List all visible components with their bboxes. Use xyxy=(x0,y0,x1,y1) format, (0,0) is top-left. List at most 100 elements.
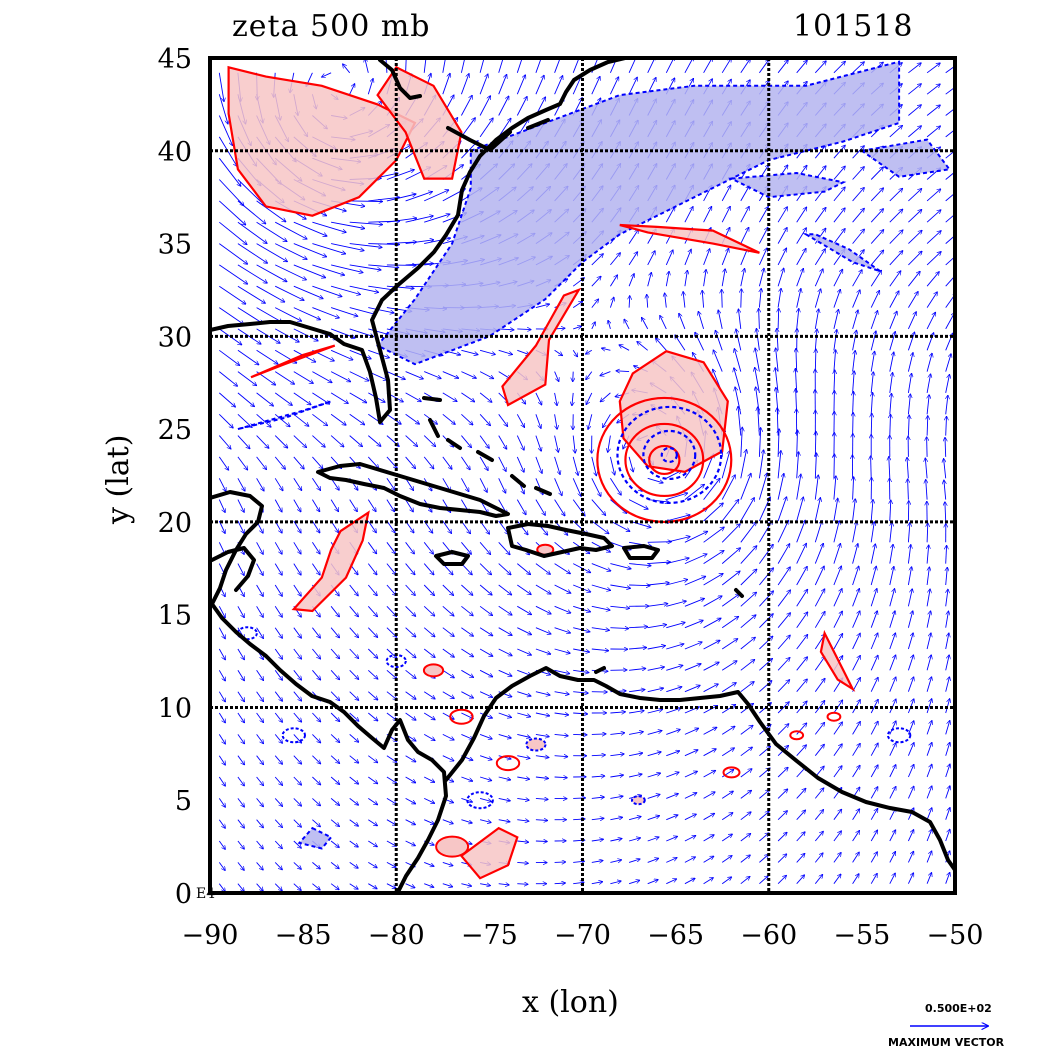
wind-vector xyxy=(368,435,381,447)
wind-vector xyxy=(814,208,826,223)
wind-vector xyxy=(926,374,931,393)
wind-vector xyxy=(853,371,855,393)
wind-vector xyxy=(274,862,282,869)
wind-vector xyxy=(423,456,434,469)
wind-vector xyxy=(293,542,301,554)
wind-vector xyxy=(852,722,861,735)
wind-vector xyxy=(647,667,665,671)
wind-vector xyxy=(535,798,548,799)
wind-vector xyxy=(386,242,417,244)
wind-vector xyxy=(796,474,801,500)
wind-vector xyxy=(442,413,455,424)
wind-vector xyxy=(535,58,543,73)
wind-vector xyxy=(517,349,529,354)
wind-vector xyxy=(833,809,842,820)
negative-vorticity-region xyxy=(376,60,901,366)
wind-vector xyxy=(386,776,397,783)
wind-vector xyxy=(741,427,743,457)
wind-vector xyxy=(684,270,688,287)
wind-vector xyxy=(870,209,883,223)
wind-vector xyxy=(890,414,891,436)
wind-vector xyxy=(666,493,687,501)
wind-vector xyxy=(274,840,282,849)
wind-vector xyxy=(405,192,433,202)
wind-vector xyxy=(554,883,566,884)
wind-vector xyxy=(759,568,773,586)
wind-vector xyxy=(349,862,359,868)
reference-vector-magnitude: 0.500E+02 xyxy=(925,1002,992,1015)
wind-vector xyxy=(517,648,531,655)
wind-vector xyxy=(498,627,512,636)
wind-vector xyxy=(479,349,495,354)
wind-vector xyxy=(796,268,804,287)
wind-vector xyxy=(573,670,589,672)
wind-vector xyxy=(386,285,414,288)
wind-vector xyxy=(945,502,946,522)
wind-vector xyxy=(368,691,378,700)
wind-vector xyxy=(368,755,377,763)
wind-vector xyxy=(852,589,860,607)
wind-vector xyxy=(349,349,372,359)
vortex-contour xyxy=(624,422,705,498)
wind-vector xyxy=(591,76,600,95)
wind-vector xyxy=(740,834,751,842)
wind-vector xyxy=(442,755,454,761)
wind-vector xyxy=(367,456,378,469)
wind-vector xyxy=(349,712,359,721)
wind-vector xyxy=(628,252,638,266)
wind-vector xyxy=(871,500,873,522)
wind-vector xyxy=(684,878,695,885)
wind-vector xyxy=(555,392,558,406)
wind-vector xyxy=(759,614,773,629)
wind-vector xyxy=(274,542,282,554)
wind-vector xyxy=(293,456,304,469)
wind-vector xyxy=(554,349,563,355)
wind-vector xyxy=(870,566,876,586)
wind-vector xyxy=(684,685,700,693)
wind-vector xyxy=(405,499,414,512)
wind-vector xyxy=(293,798,302,806)
wind-vector xyxy=(721,856,732,863)
wind-vector xyxy=(535,756,549,758)
wind-vector xyxy=(498,648,512,656)
wind-vector xyxy=(516,520,528,535)
wind-vector xyxy=(256,413,272,427)
wind-vector xyxy=(237,670,245,680)
wind-vector xyxy=(684,642,702,650)
wind-vector xyxy=(907,633,913,650)
wind-vector xyxy=(926,63,940,74)
wind-vector xyxy=(740,569,757,586)
wind-vector xyxy=(647,294,648,308)
wind-vector xyxy=(349,413,365,425)
wind-vector xyxy=(889,589,895,607)
wind-vector xyxy=(759,746,770,757)
wind-vector xyxy=(777,658,790,671)
vorticity-contour xyxy=(422,663,445,678)
wind-vector xyxy=(330,371,351,382)
y-tick-label: 5 xyxy=(175,786,192,817)
wind-vector xyxy=(852,229,865,244)
wind-vector xyxy=(647,816,660,821)
wind-vector xyxy=(666,879,676,885)
wind-vector xyxy=(721,594,739,607)
wind-vector xyxy=(759,659,772,671)
wind-vector xyxy=(256,221,287,241)
wind-vector xyxy=(734,368,742,394)
y-tick-label: 30 xyxy=(158,322,192,353)
wind-vector xyxy=(740,615,756,629)
wind-vector xyxy=(423,776,435,782)
wind-vector xyxy=(703,684,719,693)
wind-vector xyxy=(665,250,673,266)
wind-vector xyxy=(442,520,452,533)
wind-vector xyxy=(833,269,843,287)
plot-frame xyxy=(208,56,957,895)
wind-vector xyxy=(796,875,805,884)
wind-vector xyxy=(945,63,955,74)
wind-vector xyxy=(405,819,416,825)
wind-vector xyxy=(721,683,736,693)
wind-vector xyxy=(517,605,531,614)
wind-vector xyxy=(926,611,931,628)
wind-vector xyxy=(647,794,660,799)
wind-vector xyxy=(907,312,916,330)
wind-vector xyxy=(777,613,790,628)
